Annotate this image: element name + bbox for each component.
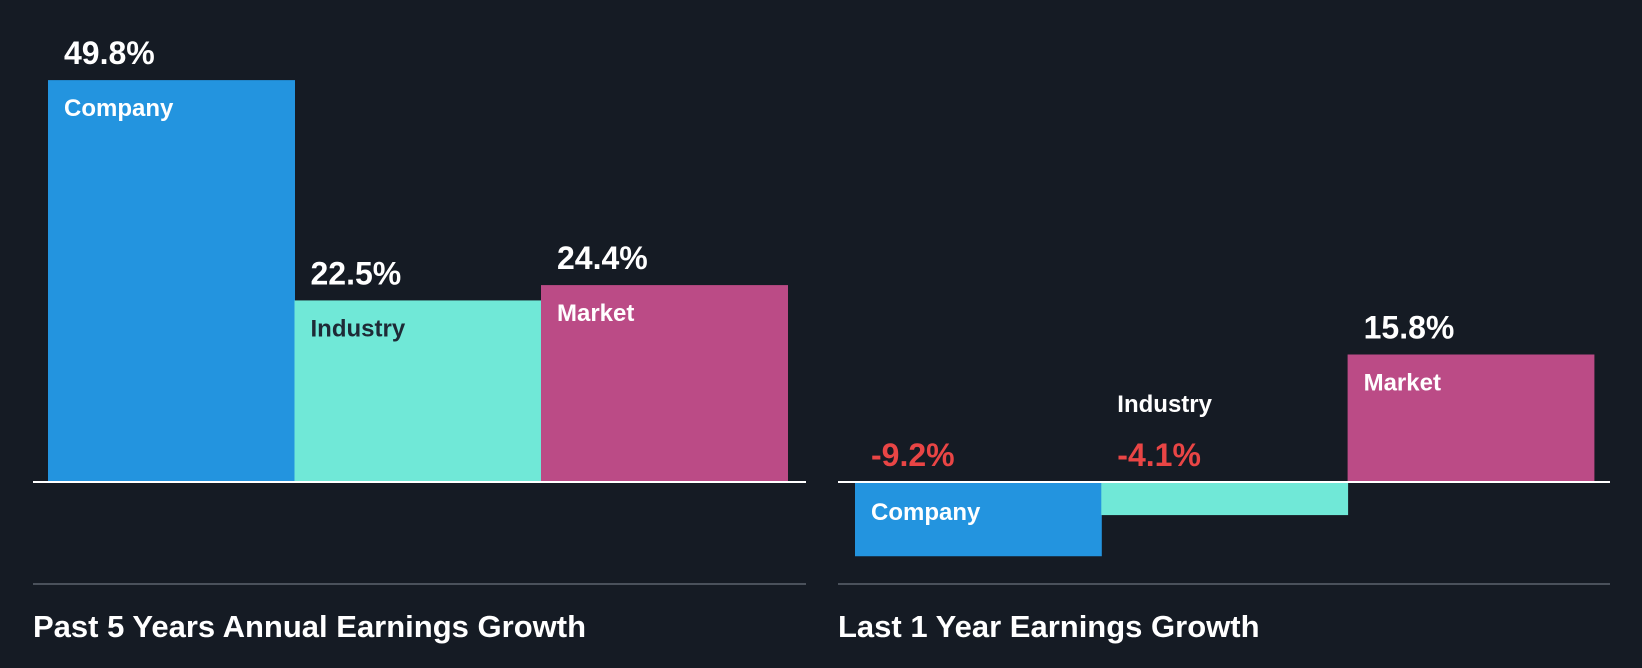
category-label-industry: Industry	[311, 315, 406, 342]
value-label-market: 15.8%	[1364, 309, 1455, 345]
bar-industry	[294, 300, 542, 482]
value-label-industry: -4.1%	[1117, 437, 1201, 473]
bar-company	[855, 482, 1102, 557]
value-label-industry: 22.5%	[311, 255, 402, 291]
chart-panel-past-5-years: 49.8% Company 22.5% Industry 24.4% Market Pas…	[33, 35, 806, 644]
category-label-industry: Industry	[1117, 391, 1212, 418]
chart-title: Last 1 Year Earnings Growth	[838, 609, 1260, 644]
category-label-company: Company	[64, 95, 174, 122]
category-label-market: Market	[1364, 369, 1441, 396]
bar-company	[48, 80, 295, 482]
chart-panel-last-1-year: -9.2% Company -4.1% Industry 15.8% Market Las…	[838, 309, 1610, 644]
category-label-company: Company	[871, 499, 981, 526]
bar-market	[1347, 354, 1595, 482]
category-label-market: Market	[557, 300, 634, 327]
chart-title: Past 5 Years Annual Earnings Growth	[33, 609, 586, 644]
value-label-market: 24.4%	[557, 240, 648, 276]
bar-industry	[1101, 482, 1349, 516]
value-label-company: -9.2%	[871, 437, 955, 473]
bar-market	[541, 285, 788, 482]
value-label-company: 49.8%	[64, 35, 155, 71]
